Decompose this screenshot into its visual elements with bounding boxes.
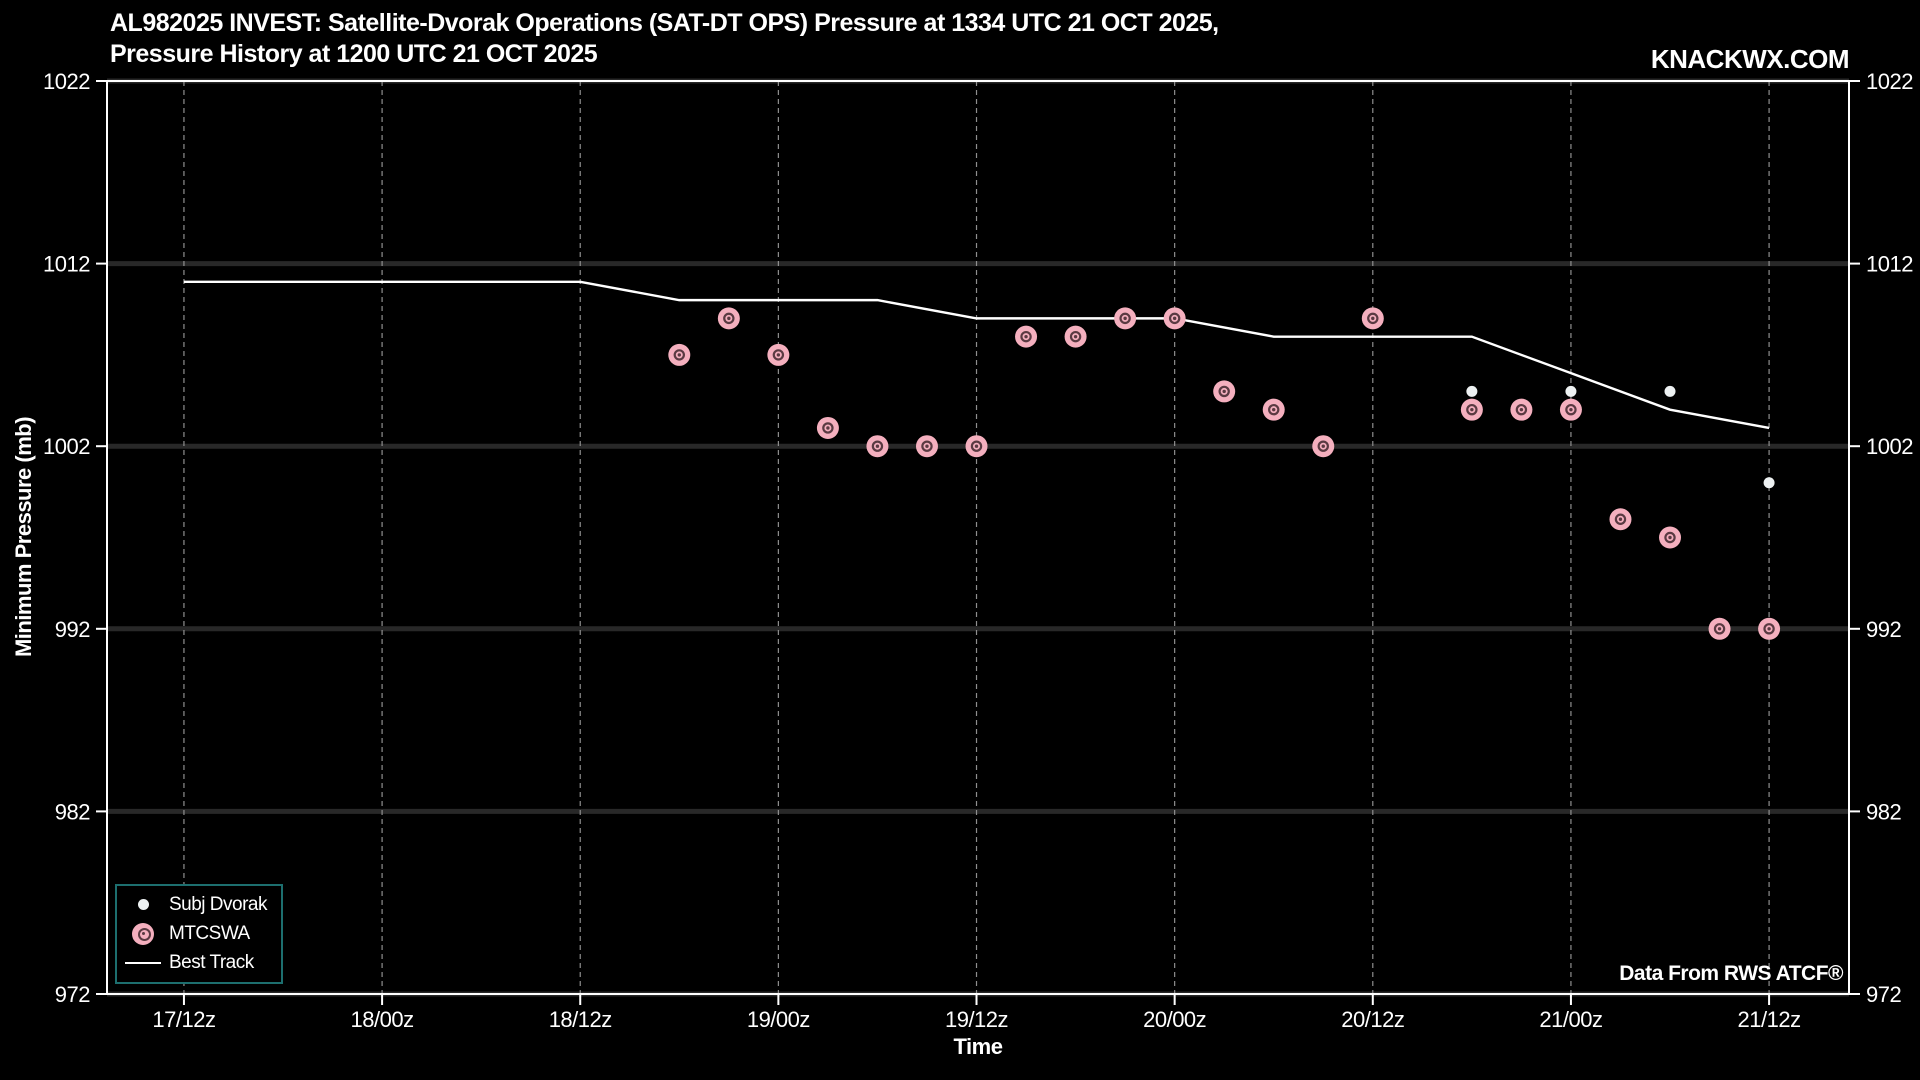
y-tick-label-left: 1002 bbox=[43, 434, 90, 459]
x-tick-label: 21/12z bbox=[1738, 1007, 1801, 1032]
mtcswa-point-ring bbox=[1664, 531, 1676, 544]
y-tick-label-right: 992 bbox=[1866, 617, 1901, 642]
legend-label-mtcswa: MTCSWA bbox=[169, 922, 250, 944]
x-tick-label: 19/00z bbox=[747, 1007, 810, 1032]
y-tick-label-right: 982 bbox=[1866, 799, 1901, 824]
mtcswa-point-ring bbox=[1168, 312, 1181, 325]
y-tick-label-left: 972 bbox=[55, 982, 90, 1007]
mtcswa-point-ring bbox=[970, 440, 983, 452]
legend-item-best-track: Best Track bbox=[117, 949, 281, 978]
subj-dvorak-point bbox=[1466, 385, 1478, 397]
mtcswa-point-center bbox=[1024, 334, 1028, 339]
mtcswa-point-center bbox=[1767, 627, 1771, 631]
mtcswa-point-center bbox=[677, 353, 682, 357]
mtcswa-point-ring bbox=[1763, 623, 1775, 635]
watermark-knackwx: KNACKWX.COM bbox=[1650, 44, 1850, 74]
x-tick-label: 18/12z bbox=[549, 1007, 612, 1032]
legend-label-subj-dvorak: Subj Dvorak bbox=[169, 893, 268, 915]
mtcswa-point-center bbox=[1519, 407, 1524, 412]
y-tick-label-left: 1012 bbox=[43, 252, 90, 277]
mtcswa-point-center bbox=[1668, 535, 1672, 540]
mtcswa-point-ring bbox=[1367, 312, 1379, 325]
subj-dvorak-marker-icon bbox=[137, 899, 149, 911]
mtcswa-point-ring bbox=[1268, 403, 1280, 416]
mtcswa-point-center bbox=[925, 444, 929, 448]
plot-border bbox=[106, 80, 1850, 995]
mtcswa-point-ring bbox=[1317, 440, 1329, 452]
mtcswa-point-ring bbox=[1119, 312, 1131, 325]
legend: Subj Dvorak MTCSWA Best Track bbox=[115, 884, 283, 984]
x-tick-label: 21/00z bbox=[1539, 1007, 1602, 1032]
mtcswa-point-ring bbox=[723, 312, 735, 325]
subj-dvorak-point bbox=[1763, 477, 1775, 489]
mtcswa-point-center bbox=[1371, 316, 1375, 321]
mtcswa-point-center bbox=[826, 426, 830, 430]
mtcswa-point-ring bbox=[1069, 330, 1082, 343]
mtcswa-point-center bbox=[1618, 517, 1623, 521]
y-tick-label-left: 992 bbox=[55, 617, 90, 642]
legend-label-best-track: Best Track bbox=[169, 952, 254, 974]
mtcswa-point-ring bbox=[673, 349, 686, 361]
mtcswa-point-center bbox=[1073, 334, 1078, 339]
y-tick-label-right: 972 bbox=[1866, 982, 1901, 1007]
chart-title: AL982025 INVEST: Satellite-Dvorak Operat… bbox=[110, 8, 1219, 70]
x-tick-label: 19/12z bbox=[945, 1007, 1008, 1032]
mtcswa-point-ring bbox=[1020, 330, 1032, 343]
mtcswa-point-center bbox=[1172, 316, 1177, 321]
mtcswa-point-ring bbox=[1565, 403, 1577, 416]
x-axis-label: Time bbox=[953, 1034, 1003, 1059]
mtcswa-point-center bbox=[1321, 444, 1325, 448]
subj-dvorak-point bbox=[1664, 385, 1676, 397]
y-tick-label-right: 1002 bbox=[1866, 434, 1913, 459]
mtcswa-point-ring bbox=[1515, 403, 1528, 416]
x-tick-label: 18/00z bbox=[351, 1007, 414, 1032]
mtcswa-point-center bbox=[776, 353, 781, 357]
best-track-marker-icon bbox=[125, 962, 161, 965]
mtcswa-point-ring bbox=[871, 440, 884, 452]
mtcswa-point-center bbox=[875, 444, 880, 448]
mtcswa-point-center bbox=[1569, 407, 1573, 412]
y-tick-label-right: 1012 bbox=[1866, 252, 1913, 277]
subj-dvorak-point bbox=[1565, 385, 1577, 397]
mtcswa-point-ring bbox=[772, 349, 785, 361]
mtcswa-point-ring bbox=[1466, 403, 1478, 416]
x-tick-label: 20/12z bbox=[1341, 1007, 1404, 1032]
y-tick-label-right: 1022 bbox=[1866, 69, 1913, 94]
mtcswa-point-ring bbox=[1713, 623, 1726, 635]
y-tick-label-left: 982 bbox=[55, 799, 90, 824]
legend-item-mtcswa: MTCSWA bbox=[117, 919, 281, 948]
data-credit: Data From RWS ATCF® bbox=[1619, 962, 1843, 985]
mtcswa-point-ring bbox=[822, 422, 834, 434]
mtcswa-marker-icon bbox=[132, 922, 154, 945]
y-tick-label-left: 1022 bbox=[43, 69, 90, 94]
mtcswa-point-ring bbox=[1218, 385, 1230, 398]
mtcswa-point-center bbox=[1222, 389, 1226, 394]
mtcswa-point-center bbox=[727, 316, 731, 321]
mtcswa-point-ring bbox=[921, 440, 933, 452]
mtcswa-point-center bbox=[1123, 316, 1127, 321]
mtcswa-point-center bbox=[1470, 407, 1474, 412]
mtcswa-point-center bbox=[974, 444, 979, 448]
mtcswa-point-center bbox=[1717, 627, 1722, 631]
x-tick-label: 20/00z bbox=[1143, 1007, 1206, 1032]
chart-title-line1: AL982025 INVEST: Satellite-Dvorak Operat… bbox=[110, 9, 1219, 37]
mtcswa-point-ring bbox=[1614, 513, 1627, 525]
x-tick-label: 17/12z bbox=[152, 1007, 215, 1032]
y-axis-label: Minimum Pressure (mb) bbox=[11, 416, 36, 658]
legend-item-subj-dvorak: Subj Dvorak bbox=[117, 890, 281, 919]
mtcswa-point-center bbox=[1272, 407, 1276, 412]
chart-title-line2: Pressure History at 1200 UTC 21 OCT 2025 bbox=[110, 40, 598, 68]
